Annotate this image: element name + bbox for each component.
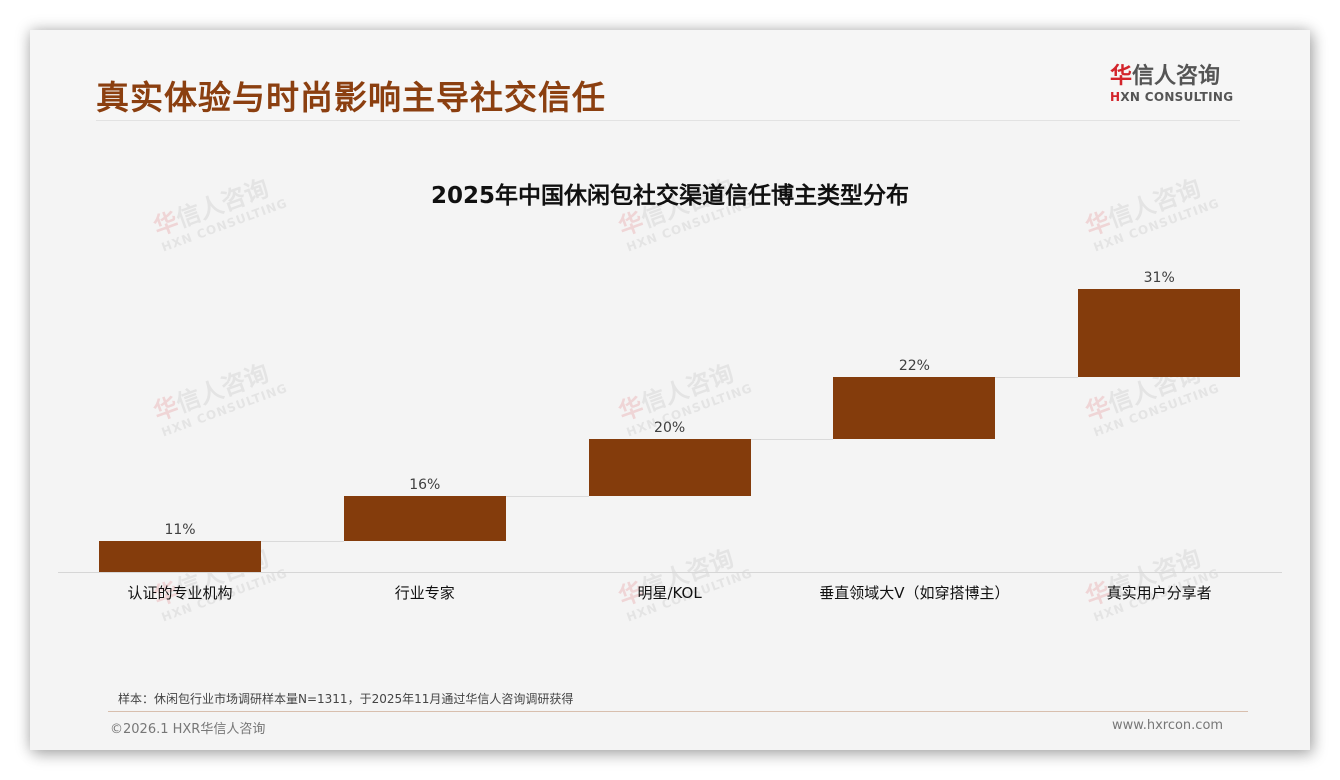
title-divider xyxy=(96,120,1240,121)
header-band xyxy=(30,30,1310,120)
footer-divider xyxy=(108,711,1248,712)
bar xyxy=(99,540,261,572)
bar xyxy=(1078,289,1241,377)
data-label: 31% xyxy=(1143,270,1175,286)
logo-h-glyph: H xyxy=(1110,90,1121,104)
category-label: 认证的专业机构 xyxy=(127,584,233,602)
website-link[interactable]: www.hxrcon.com xyxy=(1112,718,1224,733)
sample-note: 样本：休闲包行业市场调研样本量N=1311，于2025年11月通过华信人咨询调研… xyxy=(118,692,574,706)
category-label: 垂直领域大V（如穿搭博主） xyxy=(819,584,1010,602)
connector-line xyxy=(995,377,1079,378)
logo-chinese-rest: 信人咨询 xyxy=(1132,64,1221,89)
data-label: 22% xyxy=(898,357,930,374)
connector-line xyxy=(505,496,589,497)
data-label: 16% xyxy=(409,476,441,493)
waterfall-chart: 11% 认证的专业机构 16% 行业专家 20% 明星/KOL 22% 垂直领域大V（如穿搭博… xyxy=(30,30,1310,750)
connector-line xyxy=(261,541,344,542)
copyright: ©2026.1 HXR华信人咨询 xyxy=(110,722,266,737)
slide: 真实体验与时尚影响主导社交信任 华信人咨询 HXN CONSULTING 华信人… xyxy=(30,30,1310,750)
category-label: 真实用户分享者 xyxy=(1106,584,1212,602)
chart-title: 2025年中国休闲包社交渠道信任博主类型分布 xyxy=(430,183,909,209)
data-label: 20% xyxy=(654,419,686,436)
logo-chinese: 华信人咨询 xyxy=(1110,64,1250,90)
x-axis-line xyxy=(58,572,1282,573)
bar xyxy=(833,376,996,439)
logo-english-rest: XN CONSULTING xyxy=(1120,90,1234,104)
connector-line xyxy=(750,439,834,440)
category-label: 行业专家 xyxy=(394,584,455,602)
category-label: 明星/KOL xyxy=(637,584,702,602)
logo-hua-glyph: 华 xyxy=(1110,64,1133,89)
bar xyxy=(588,438,751,496)
page-title: 真实体验与时尚影响主导社交信任 xyxy=(96,78,606,117)
company-logo: 华信人咨询 HXN CONSULTING xyxy=(1110,64,1250,112)
data-label: 11% xyxy=(164,521,196,538)
bar xyxy=(343,495,506,541)
logo-english: HXN CONSULTING xyxy=(1110,90,1250,104)
